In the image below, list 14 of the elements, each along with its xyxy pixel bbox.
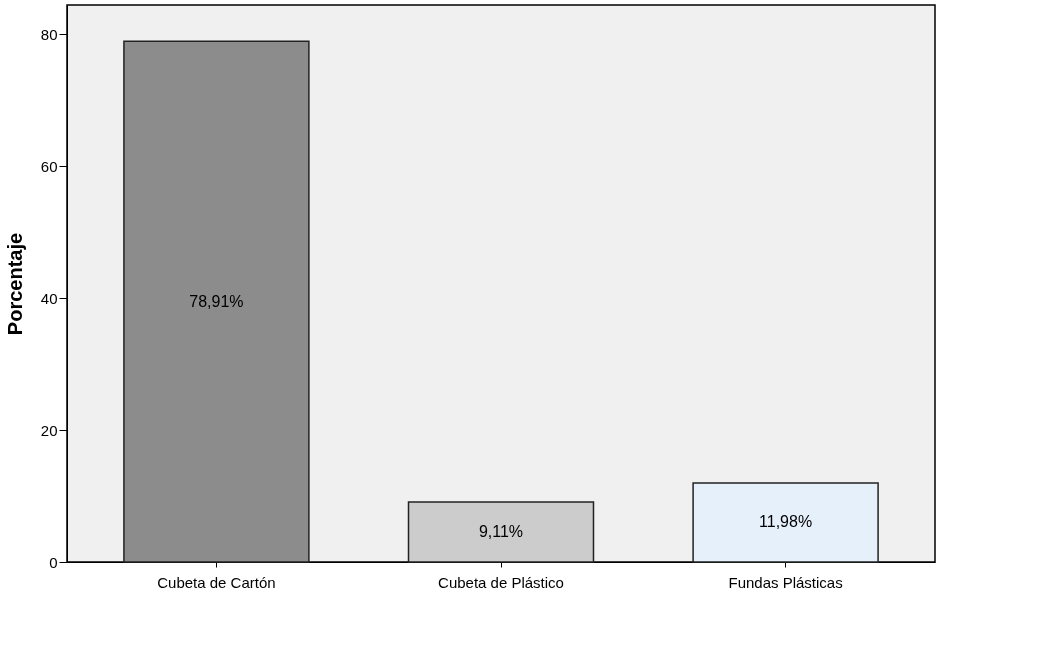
y-tick-label: 80 xyxy=(40,25,58,43)
data-label: 9,11% xyxy=(478,522,524,540)
y-tick-label: 40 xyxy=(40,289,58,307)
y-tick-label: 0 xyxy=(49,553,58,571)
bar xyxy=(407,501,595,563)
data-label: 11,98% xyxy=(759,513,813,531)
data-label: 78,91% xyxy=(189,292,244,310)
x-tick-label: Cubeta de Cartón xyxy=(157,573,276,591)
bar xyxy=(123,40,310,563)
y-tick-label: 20 xyxy=(40,421,58,439)
y-axis-title: Porcentaje xyxy=(3,232,26,336)
x-tick-label: Cubeta de Plástico xyxy=(438,573,564,591)
y-tick-label: 60 xyxy=(40,157,58,175)
x-tick-label: Fundas Plásticas xyxy=(728,573,843,591)
